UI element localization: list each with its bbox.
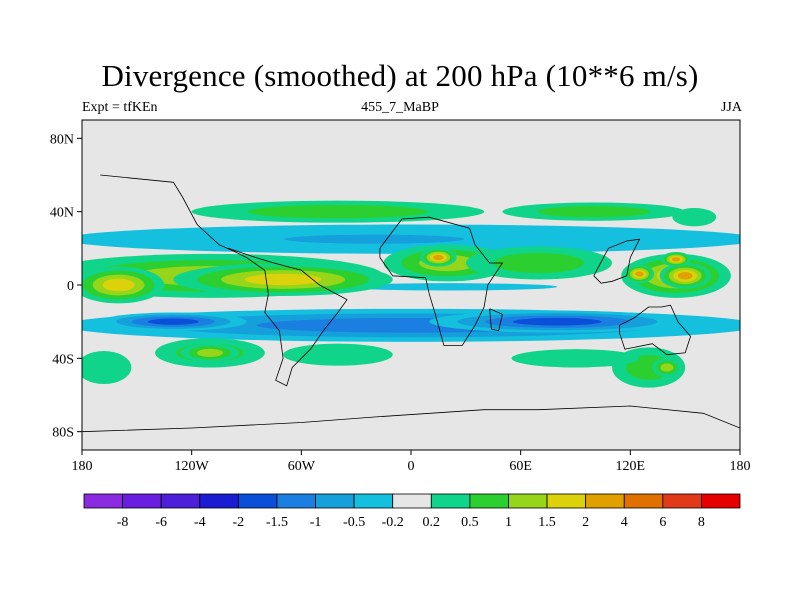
colorbar-swatch bbox=[392, 493, 432, 509]
x-tick-label: 180 bbox=[72, 459, 93, 474]
colorbar-label: -0.2 bbox=[382, 515, 404, 530]
divergence-contour bbox=[102, 278, 135, 292]
colorbar-label: -4 bbox=[194, 515, 206, 530]
colorbar-label: 4 bbox=[621, 515, 628, 530]
colorbar-swatch bbox=[701, 493, 741, 509]
x-tick-label: 180 bbox=[730, 459, 751, 474]
divergence-contour bbox=[635, 271, 644, 277]
y-tick-label: 40S bbox=[52, 352, 74, 367]
coastline bbox=[228, 247, 348, 387]
colorbar-swatch bbox=[122, 493, 162, 509]
coastline bbox=[379, 216, 504, 346]
y-tick-label: 40N bbox=[50, 206, 74, 221]
divergence-contour bbox=[677, 272, 693, 280]
coastline bbox=[100, 174, 236, 253]
axes: 180 120W 60W 0 60E 120E 180 80N 40N 0 40S 80S bbox=[50, 132, 751, 474]
colorbar-swatch bbox=[469, 493, 509, 509]
colorbar-label: 8 bbox=[698, 515, 705, 530]
colorbar-label: -2 bbox=[233, 515, 245, 530]
x-tick-label: 60E bbox=[509, 459, 532, 474]
colorbar: -8 -6 -4 -2 -1.5 -1 -0.5 -0.2 0.2 0.5 1 1.5 2 4 6 8 bbox=[83, 493, 741, 530]
divergence-field bbox=[82, 120, 740, 450]
colorbar-swatch bbox=[430, 493, 471, 509]
colorbar-label: -8 bbox=[117, 515, 129, 530]
divergence-contour bbox=[493, 252, 584, 274]
y-tick-label: 80S bbox=[52, 426, 74, 441]
colorbar-swatch bbox=[662, 493, 702, 509]
colorbar-swatch bbox=[623, 493, 664, 509]
convergence-contour bbox=[284, 234, 465, 244]
colorbar-swatch bbox=[315, 493, 355, 509]
colorbar-label: 2 bbox=[582, 515, 589, 530]
colorbar-label: -6 bbox=[155, 515, 167, 530]
colorbar-label: 1.5 bbox=[538, 515, 556, 530]
coastline-outlines bbox=[82, 174, 740, 433]
colorbar-label: 6 bbox=[659, 515, 666, 530]
case-label: 455_7_MaBP bbox=[361, 100, 439, 115]
colorbar-swatch bbox=[237, 493, 278, 509]
experiment-label: Expt = tfKEn bbox=[82, 100, 158, 115]
divergence-contour bbox=[660, 363, 674, 372]
colorbar-swatch bbox=[83, 493, 123, 509]
convergence-contour bbox=[337, 283, 558, 291]
x-tick-label: 60W bbox=[288, 459, 316, 474]
divergence-contour bbox=[247, 204, 428, 219]
x-tick-label: 0 bbox=[408, 459, 415, 474]
divergence-contour bbox=[283, 343, 393, 366]
y-tick-label: 0 bbox=[67, 279, 74, 294]
convergence-contour bbox=[147, 318, 199, 325]
colorbar-swatch bbox=[199, 493, 239, 509]
divergence-contour bbox=[82, 351, 132, 384]
colorbar-label: -1 bbox=[310, 515, 322, 530]
divergence-contour bbox=[672, 208, 717, 227]
divergence-contour bbox=[671, 257, 681, 262]
colorbar-swatch bbox=[546, 493, 587, 509]
colorbar-swatch bbox=[508, 493, 548, 509]
x-tick-label: 120W bbox=[175, 459, 210, 474]
colorbar-swatch bbox=[160, 493, 201, 509]
coastline bbox=[489, 308, 503, 332]
chart-title: Divergence (smoothed) at 200 hPa (10**6 … bbox=[101, 58, 699, 93]
coastline bbox=[619, 304, 692, 356]
x-tick-label: 120E bbox=[616, 459, 646, 474]
divergence-contour bbox=[196, 348, 223, 357]
colorbar-swatch bbox=[276, 493, 316, 509]
coastline bbox=[593, 238, 641, 284]
colorbar-swatch bbox=[353, 493, 394, 509]
divergence-contour bbox=[537, 206, 651, 218]
y-tick-label: 80N bbox=[50, 132, 74, 147]
season-label: JJA bbox=[720, 100, 742, 115]
divergence-contour bbox=[244, 273, 322, 286]
convergence-contour bbox=[512, 317, 602, 326]
divergence-contour bbox=[433, 254, 444, 261]
colorbar-label: 0.2 bbox=[423, 515, 441, 530]
colorbar-label: -0.5 bbox=[343, 515, 365, 530]
colorbar-label: 1 bbox=[505, 515, 512, 530]
divergence-contour bbox=[511, 349, 640, 368]
colorbar-label: -1.5 bbox=[266, 515, 288, 530]
colorbar-label: 0.5 bbox=[461, 515, 479, 530]
colorbar-swatch bbox=[585, 493, 625, 509]
coastline bbox=[82, 405, 740, 433]
